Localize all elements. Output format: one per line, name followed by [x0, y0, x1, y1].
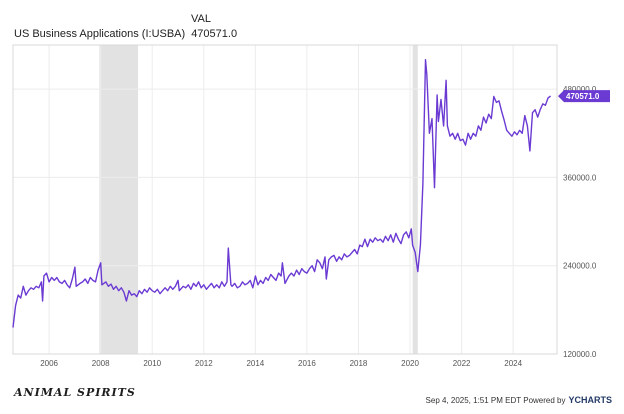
x-tick-label: 2010 [143, 359, 161, 368]
series-name: US Business Applications (I:USBA) [14, 28, 186, 40]
recession-shading [99, 45, 418, 354]
animal-spirits-logo: ANIMAL SPIRITS [14, 386, 136, 399]
footer-attribution: Sep 4, 2025, 1:51 PM EDT Powered by YCHAR… [426, 395, 612, 405]
grid-lines [13, 45, 557, 355]
series-value: 470571.0 [191, 28, 238, 40]
y-tick-label: 480000.0 [563, 85, 597, 94]
ycharts-logo[interactable]: YCHARTS [568, 395, 612, 405]
y-axis-ticks: 120000.0 240000.0 360000.0 480000.0 [563, 85, 597, 359]
powered-by-text: Powered by [523, 396, 566, 405]
x-tick-label: 2022 [453, 359, 471, 368]
x-tick-label: 2014 [246, 359, 264, 368]
last-value-badge-shape [558, 90, 610, 103]
last-value-label: 470571.0 [566, 92, 600, 101]
x-tick-label: 2024 [504, 359, 522, 368]
y-tick-label: 120000.0 [563, 350, 597, 359]
recession-band-1 [99, 45, 139, 354]
y-tick-label: 240000.0 [563, 262, 597, 271]
series-line-business-applications [12, 59, 552, 328]
x-tick-label: 2012 [195, 359, 213, 368]
last-value-badge: 470571.0 [558, 90, 610, 103]
x-tick-label: 2018 [350, 359, 368, 368]
column-header-val: VAL [191, 13, 211, 25]
x-tick-label: 2020 [401, 359, 419, 368]
series-legend: US Business Applications (I:USBA) 470571.… [14, 28, 237, 40]
plot-border [12, 44, 558, 355]
y-tick-label: 360000.0 [563, 173, 597, 182]
x-tick-label: 2008 [92, 359, 110, 368]
x-tick-label: 2016 [298, 359, 316, 368]
x-tick-label: 2006 [40, 359, 58, 368]
recession-band-2 [412, 45, 418, 354]
timestamp: Sep 4, 2025, 1:51 PM EDT [425, 396, 521, 405]
x-axis-ticks: 2006 2008 2010 2012 2014 2016 2018 2020 2022 2024 [40, 359, 522, 368]
